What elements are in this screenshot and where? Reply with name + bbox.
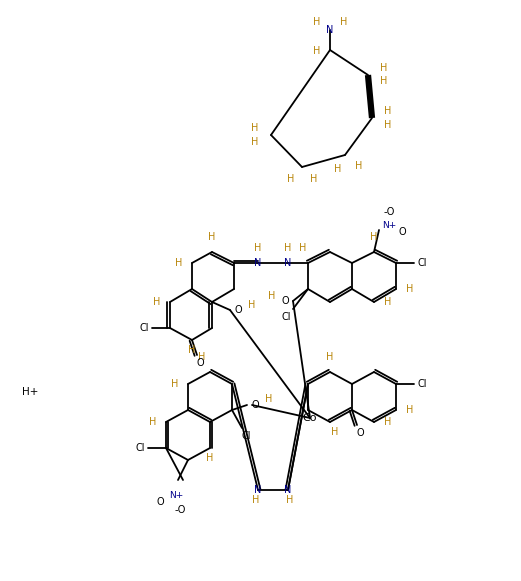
Text: H: H [326,352,333,362]
Text: H: H [380,63,388,73]
Text: H: H [175,258,182,268]
Text: H: H [370,232,378,242]
Text: H: H [313,17,320,27]
Text: Cl: Cl [135,443,145,453]
Text: Cl: Cl [241,431,251,441]
Text: H: H [188,345,196,355]
Text: N: N [326,25,333,35]
Text: H+: H+ [22,387,39,397]
Text: H: H [299,243,307,253]
Text: H: H [254,243,262,253]
Text: H: H [384,120,391,130]
Text: H: H [380,76,388,86]
Text: O: O [356,428,364,438]
Text: N: N [284,258,292,268]
Text: H: H [251,123,258,133]
Text: -O: -O [175,505,185,515]
Text: O: O [281,296,289,306]
Text: H: H [333,164,341,174]
Text: H: H [287,495,294,505]
Text: H: H [206,453,214,463]
Text: H: H [208,232,216,242]
Text: H: H [153,297,160,307]
Text: -O: -O [383,207,395,217]
Text: O: O [251,400,259,410]
Text: H: H [384,417,391,427]
Text: H: H [355,161,363,171]
Text: H: H [265,394,272,404]
Text: Cl: Cl [417,379,427,389]
Text: Cl: Cl [139,323,149,333]
Text: H: H [310,174,317,184]
Text: N: N [254,258,262,268]
Text: Co: Co [303,413,317,423]
Text: N+: N+ [169,490,183,500]
Text: H: H [248,300,255,310]
Text: H: H [313,46,320,56]
Text: O: O [196,358,204,368]
Text: H: H [384,297,391,307]
Text: H: H [406,405,413,415]
Text: O: O [398,227,406,237]
Text: H: H [406,284,413,294]
Text: N+: N+ [382,221,396,229]
Text: Cl: Cl [417,258,427,268]
Text: O: O [234,305,242,315]
Text: H: H [284,243,292,253]
Text: O: O [156,497,164,507]
Text: H: H [331,427,339,437]
Text: N: N [254,485,262,495]
Text: H: H [252,495,259,505]
Text: H: H [251,137,258,147]
Text: N: N [284,485,292,495]
Text: H: H [384,106,391,116]
Text: H: H [287,174,294,184]
Text: H: H [148,417,156,427]
Text: H: H [197,352,205,362]
Text: H: H [170,379,178,389]
Text: H: H [268,291,275,301]
Text: H: H [340,17,348,27]
Text: Cl: Cl [281,312,291,322]
